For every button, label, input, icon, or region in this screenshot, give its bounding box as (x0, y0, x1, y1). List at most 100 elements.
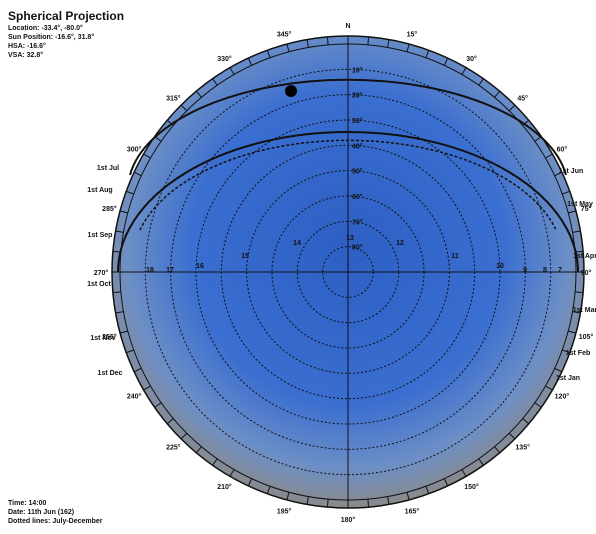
hour-label: 13 (346, 235, 354, 242)
ring-tick (119, 210, 128, 214)
month-label: 1st Mar (573, 307, 596, 314)
ring-tick (508, 432, 516, 440)
info-line: Sun Position: -16.6°, 31.8° (8, 33, 94, 41)
hour-label: 9 (523, 267, 527, 274)
month-label: 1st Aug (87, 187, 112, 194)
azimuth-label: 345° (277, 30, 292, 38)
ring-tick (406, 43, 410, 52)
ring-tick (522, 119, 530, 126)
ring-tick (229, 469, 235, 477)
ring-tick (534, 136, 542, 142)
azimuth-label: 210° (217, 483, 232, 491)
ring-tick (306, 39, 309, 48)
azimuth-label: 315° (166, 94, 181, 102)
ring-tick (166, 418, 174, 425)
azimuth-label: 165° (405, 508, 420, 516)
altitude-label: 80° (352, 244, 363, 252)
month-label: 1st Oct (87, 281, 111, 288)
altitude-label: 40° (352, 142, 363, 150)
altitude-ring (322, 246, 374, 298)
ring-tick (195, 446, 202, 454)
ring-tick (545, 385, 553, 391)
ring-tick (143, 153, 151, 159)
ring-tick (568, 210, 577, 214)
ring-tick (387, 496, 390, 505)
month-label: 1st Feb (566, 350, 591, 357)
azimuth-label: 15° (407, 30, 418, 38)
hour-label: 18 (146, 267, 154, 274)
altitude-ring (144, 68, 552, 476)
altitude-label: 10° (352, 66, 363, 74)
footer-line: Time: 14:00 (8, 500, 46, 507)
ring-tick (443, 57, 449, 66)
hour-label: 17 (166, 267, 174, 274)
ring-tick (406, 492, 410, 501)
footer-line: Date: 11th Jun (162) (8, 509, 74, 516)
ring-tick (133, 171, 142, 177)
altitude-ring (220, 144, 476, 400)
azimuth-label: 60° (557, 146, 568, 154)
azimuth-label: 45° (517, 94, 528, 102)
altitude-label: 60° (352, 193, 363, 201)
hour-label: 15 (241, 253, 249, 260)
ring-tick (494, 90, 501, 98)
ring-tick (461, 67, 467, 75)
ring-tick (126, 190, 134, 195)
altitude-ring (246, 170, 450, 374)
month-label: 1st Dec (98, 370, 123, 377)
ring-tick (367, 36, 370, 45)
info-line: Location: -33.4°, -80.0° (8, 24, 83, 32)
ring-tick (367, 499, 370, 508)
ring-tick (478, 458, 484, 466)
azimuth-label: 255° (102, 333, 117, 341)
sun-position (285, 85, 297, 97)
azimuth-label: 300° (127, 146, 142, 154)
title: Spherical Projection (8, 9, 124, 23)
ring-tick (554, 367, 563, 373)
azimuth-label: 270° (94, 269, 109, 277)
azimuth-label: 105° (579, 333, 594, 341)
ring-tick (195, 90, 202, 98)
azimuth-label: 240° (127, 393, 142, 401)
azimuth-label: 75° (581, 205, 592, 213)
ring-tick (534, 402, 542, 408)
hour-label: 11 (451, 253, 459, 260)
ring-tick (478, 78, 484, 86)
azimuth-label: 120° (555, 393, 570, 401)
ring-tick (247, 57, 253, 66)
ring-tick (572, 311, 581, 314)
ring-tick (575, 250, 584, 253)
azimuth-label: 135° (515, 444, 530, 452)
azimuth-label: 30° (466, 55, 477, 63)
ring-tick (119, 330, 128, 334)
azimuth-label: 180° (341, 516, 356, 524)
azimuth-label: 330° (217, 55, 232, 63)
ring-tick (143, 385, 151, 391)
ring-tick (133, 367, 142, 373)
month-label: 1st Jan (556, 375, 580, 382)
altitude-ring (195, 119, 501, 425)
ring-tick (180, 104, 188, 112)
altitude-label: 20° (352, 92, 363, 100)
azimuth-label: 90° (581, 269, 592, 277)
hour-label: 12 (396, 240, 404, 247)
ring-tick (286, 492, 290, 501)
ring-tick (461, 469, 467, 477)
ring-tick (154, 136, 162, 142)
ring-tick (554, 171, 563, 177)
ring-tick (508, 104, 516, 112)
hour-label: 10 (496, 263, 504, 270)
altitude-ring (170, 94, 526, 450)
altitude-label: 30° (352, 117, 363, 125)
ring-tick (247, 478, 253, 487)
ring-tick (306, 496, 309, 505)
ring-tick (154, 402, 162, 408)
ring-tick (326, 499, 329, 508)
ring-tick (229, 67, 235, 75)
ring-tick (568, 330, 577, 334)
ring-tick (562, 190, 570, 195)
info-line: VSA: 32.8° (8, 51, 43, 59)
ring-tick (425, 50, 430, 58)
azimuth-label: 195° (277, 508, 292, 516)
